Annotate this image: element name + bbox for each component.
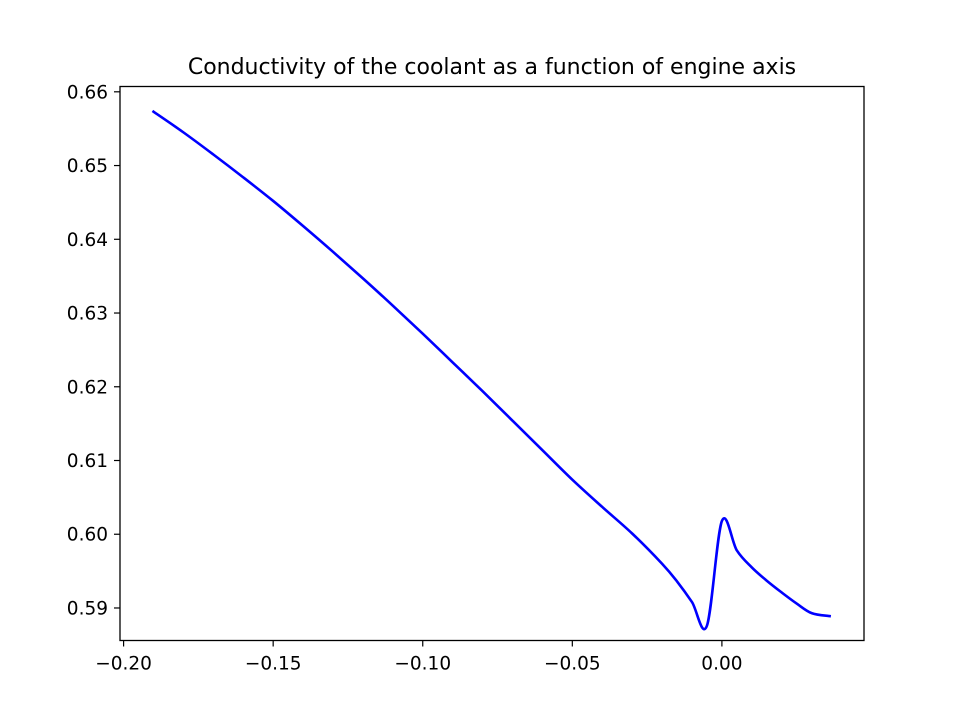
- y-tick-label: 0.64: [67, 230, 108, 251]
- x-tick-label: −0.05: [544, 654, 601, 675]
- y-tick-label: 0.60: [67, 525, 108, 546]
- y-tick-label: 0.59: [67, 598, 108, 619]
- x-tick-label: −0.10: [394, 654, 451, 675]
- x-tick-label: −0.15: [245, 654, 302, 675]
- y-tick-label: 0.65: [67, 156, 108, 177]
- x-tick-label: −0.20: [95, 654, 152, 675]
- y-axis: 0.59 0.60 0.61 0.62 0.63 0.64 0.65 0.66: [67, 82, 120, 619]
- series-line: [151, 109, 832, 631]
- x-axis: −0.20 −0.15 −0.10 −0.05 0.00: [95, 640, 743, 675]
- plot-frame: [119, 85, 865, 642]
- x-tick-label: 0.00: [701, 654, 742, 675]
- y-tick-label: 0.62: [67, 377, 108, 398]
- y-tick-label: 0.66: [67, 82, 108, 103]
- y-tick-label: 0.63: [67, 304, 108, 325]
- chart-title: Conductivity of the coolant as a functio…: [188, 55, 796, 80]
- y-tick-label: 0.61: [67, 451, 108, 472]
